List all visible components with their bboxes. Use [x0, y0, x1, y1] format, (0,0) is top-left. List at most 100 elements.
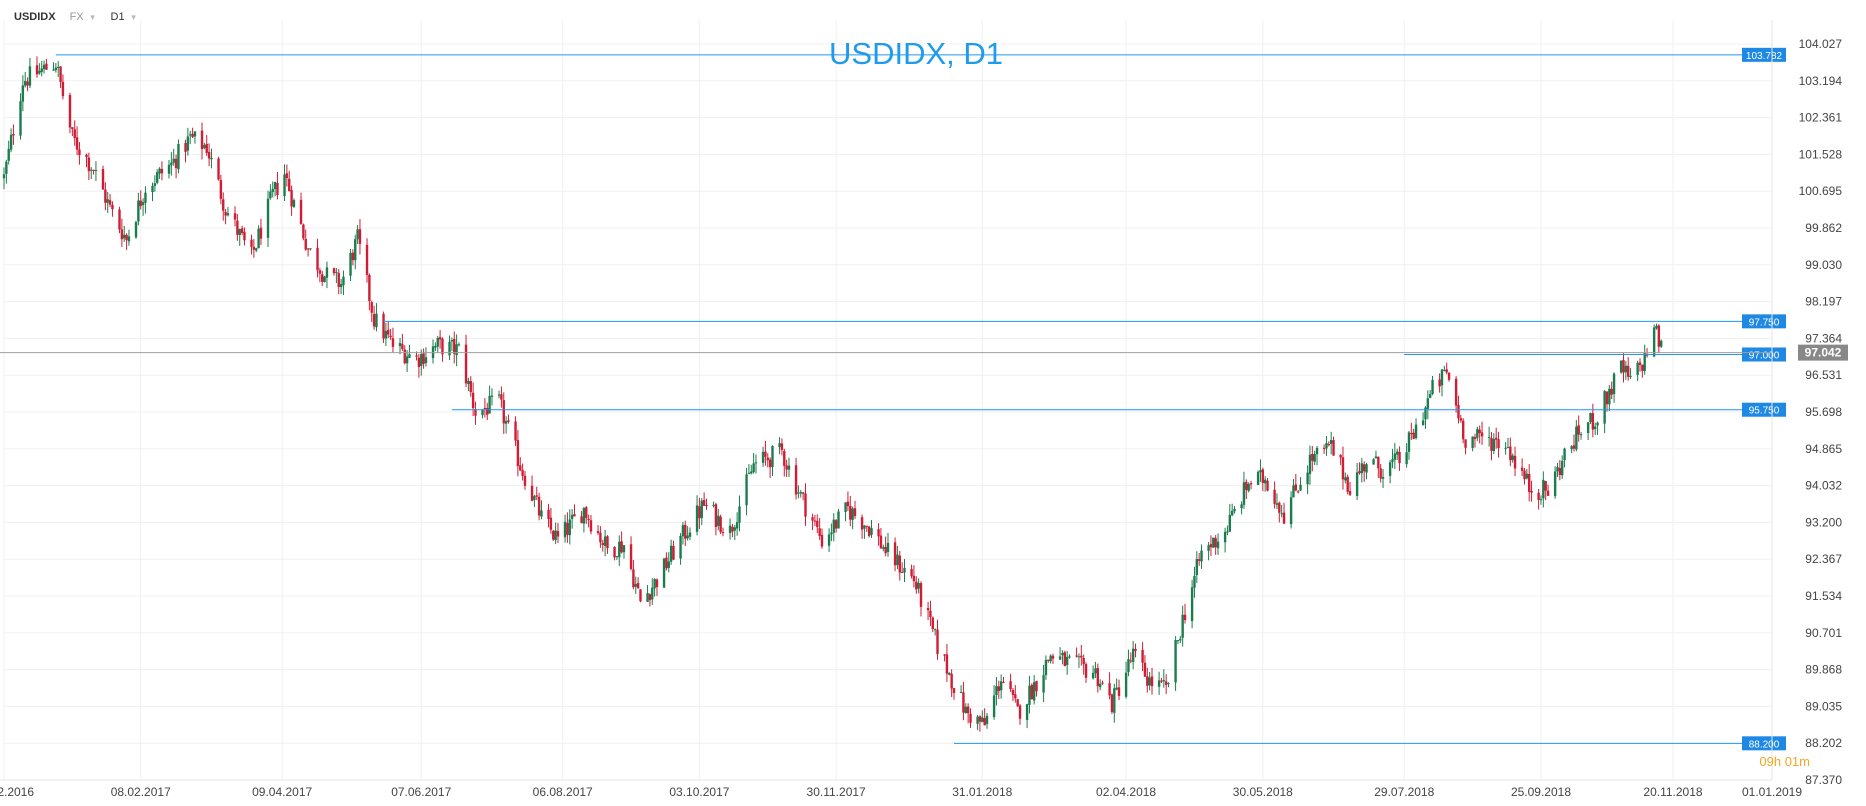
candle-body: [497, 394, 501, 396]
candle-body: [191, 133, 194, 138]
candle-body: [688, 532, 692, 537]
candle-body: [1589, 413, 1592, 423]
candle-body: [207, 151, 211, 159]
candle-body: [26, 81, 29, 86]
candle-body: [1042, 675, 1045, 693]
candle-body: [351, 252, 355, 261]
candle-body: [158, 168, 161, 174]
chevron-down-icon: ▼: [88, 12, 97, 22]
candle-body: [1117, 687, 1121, 696]
candle-body: [1461, 420, 1465, 440]
candle-body: [573, 514, 576, 517]
candle-body: [1259, 470, 1262, 473]
candle-body: [1075, 655, 1078, 657]
candle-body: [85, 154, 88, 158]
candle-body: [523, 475, 527, 486]
market-dropdown[interactable]: FX ▼: [70, 11, 97, 23]
candle-body: [1113, 688, 1116, 713]
candle-body: [259, 227, 263, 239]
candle-body: [434, 345, 437, 348]
chart-title: USDIDX, D1: [829, 36, 1003, 71]
candle-body: [549, 517, 553, 530]
level-price-tag: [1742, 736, 1786, 751]
candle-body: [1028, 685, 1031, 705]
x-tick-label: 31.01.2018: [952, 785, 1012, 799]
candle-body: [151, 186, 154, 193]
candle-body: [1414, 424, 1418, 439]
candle-body: [226, 213, 230, 216]
candle-body: [368, 274, 371, 302]
candle-body: [1193, 575, 1196, 588]
candle-body: [705, 505, 708, 507]
candle-body: [1421, 420, 1425, 426]
candle-body: [422, 353, 425, 364]
candle-body: [910, 569, 913, 577]
level-price-label: 95.750: [1749, 406, 1780, 417]
candle-body: [125, 234, 128, 241]
candle-body: [846, 501, 850, 507]
candle-body: [912, 575, 916, 582]
candle-body: [28, 66, 32, 86]
candle-body: [193, 131, 197, 137]
candle-body: [714, 504, 718, 527]
candle-body: [464, 344, 468, 384]
candle-body: [1379, 468, 1382, 479]
candle-body: [250, 239, 253, 247]
candle-body: [1025, 704, 1029, 721]
candle-body: [1558, 468, 1562, 476]
candle-body: [90, 169, 93, 171]
candle-body: [384, 330, 388, 339]
candle-body: [290, 190, 293, 207]
candle-body: [455, 344, 458, 356]
candle-body: [747, 472, 751, 474]
candle-body: [556, 531, 560, 537]
candle-body: [943, 654, 946, 656]
candle-body: [500, 394, 503, 400]
candle-body: [1391, 459, 1394, 463]
candle-body: [1306, 472, 1309, 485]
candle-body: [568, 519, 571, 536]
candle-body: [1263, 479, 1267, 484]
timeframe-dropdown[interactable]: D1 ▼: [111, 11, 138, 23]
x-tick-label: 01.01.2019: [1742, 785, 1802, 799]
candle-body: [1372, 459, 1375, 465]
candle-body: [662, 558, 666, 588]
candle-body: [1530, 490, 1533, 493]
candle-body: [893, 542, 897, 566]
candle-body: [1346, 476, 1349, 492]
candle-body: [780, 443, 784, 450]
candle-body: [415, 355, 418, 357]
candle-body: [243, 231, 246, 241]
candle-body: [420, 354, 423, 366]
candle-body: [1176, 640, 1180, 642]
candle-body: [1228, 514, 1232, 532]
candle-body: [1348, 491, 1352, 495]
candle-body: [1216, 541, 1220, 549]
candle-body: [255, 248, 258, 251]
candle-body: [325, 267, 329, 278]
candle-body: [1603, 390, 1606, 424]
candle-body: [450, 340, 454, 342]
candle-body: [1412, 432, 1415, 439]
current-price-label: 97.042: [1805, 346, 1842, 360]
symbol-label[interactable]: USDIDX: [14, 11, 56, 23]
candle-body: [794, 465, 798, 495]
candle-body: [540, 510, 543, 517]
candle-body: [139, 200, 142, 207]
candle-body: [1638, 362, 1642, 365]
candle-body: [816, 520, 819, 528]
y-tick-label: 103.194: [1799, 74, 1843, 88]
candle-body: [1525, 473, 1529, 479]
candle-body: [849, 505, 852, 520]
candle-body: [698, 506, 701, 519]
horizontal-levels[interactable]: 103.782 97.750 97.000 95.750 88.200 97.042: [0, 47, 1848, 751]
candle-body: [865, 525, 868, 527]
candle-body: [606, 536, 609, 549]
candle-body: [919, 583, 923, 607]
candle-body: [665, 557, 668, 569]
candle-body: [721, 532, 725, 534]
candle-body: [488, 395, 491, 414]
candle-body: [172, 158, 175, 163]
candle-body: [618, 541, 621, 558]
